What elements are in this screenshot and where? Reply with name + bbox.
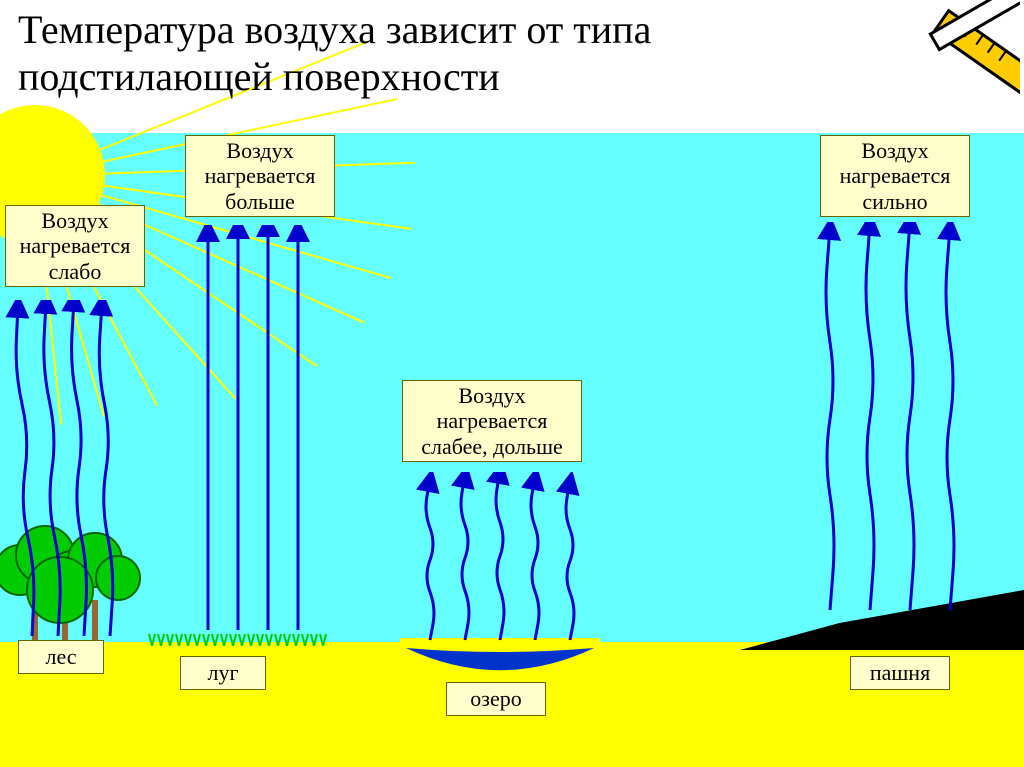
surface-label-meadow: луг [180, 656, 266, 690]
heat-label-text: Воздух нагревается слабее, дольше [421, 383, 563, 459]
arrows-forest [0, 300, 130, 640]
arrows-meadow [180, 225, 340, 635]
surface-label-lake: озеро [446, 682, 546, 716]
surface-label-forest: лес [18, 640, 104, 674]
heat-label-text: Воздух нагревается больше [205, 138, 316, 214]
diagram-stage: Воздух нагревается слабо Воздух нагревает… [0, 0, 1024, 767]
heat-label-strong: Воздух нагревается сильно [820, 135, 970, 217]
arrows-plow [800, 222, 980, 617]
ruler-pencil-icon [920, 0, 1020, 110]
surface-label-text: луг [207, 660, 238, 685]
surface-label-text: озеро [470, 686, 521, 711]
page-title: Температура воздуха зависит от типа подс… [18, 6, 651, 100]
arrows-lake [410, 472, 590, 647]
heat-label-weak: Воздух нагревается слабо [5, 205, 145, 287]
heat-label-text: Воздух нагревается слабо [20, 208, 131, 284]
title-line-1: Температура воздуха зависит от типа [18, 6, 651, 53]
heat-label-slower: Воздух нагревается слабее, дольше [402, 380, 582, 462]
title-line-2: подстилающей поверхности [18, 53, 651, 100]
heat-label-more: Воздух нагревается больше [185, 135, 335, 217]
surface-label-text: лес [45, 644, 76, 669]
surface-label-plow: пашня [850, 656, 950, 690]
heat-label-text: Воздух нагревается сильно [840, 138, 951, 214]
surface-label-text: пашня [870, 660, 930, 685]
